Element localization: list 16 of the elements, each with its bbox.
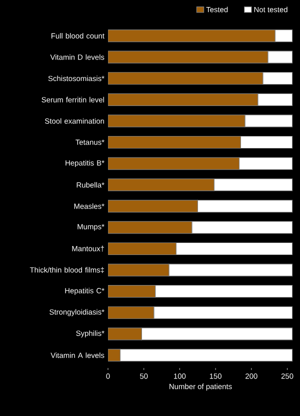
- bar: [108, 285, 156, 298]
- bar: [108, 50, 268, 64]
- bar: [108, 93, 258, 106]
- bar: [108, 178, 214, 192]
- bar: [108, 348, 120, 362]
- bar: [108, 72, 264, 85]
- bar: [108, 306, 154, 319]
- bar: [108, 200, 198, 212]
- bar: [108, 157, 240, 170]
- bar: [108, 242, 176, 256]
- bar: [108, 29, 276, 42]
- bar: [108, 328, 142, 340]
- bar: [108, 114, 246, 128]
- bar: [108, 264, 170, 276]
- bar: [108, 221, 192, 234]
- bar: [108, 136, 241, 149]
